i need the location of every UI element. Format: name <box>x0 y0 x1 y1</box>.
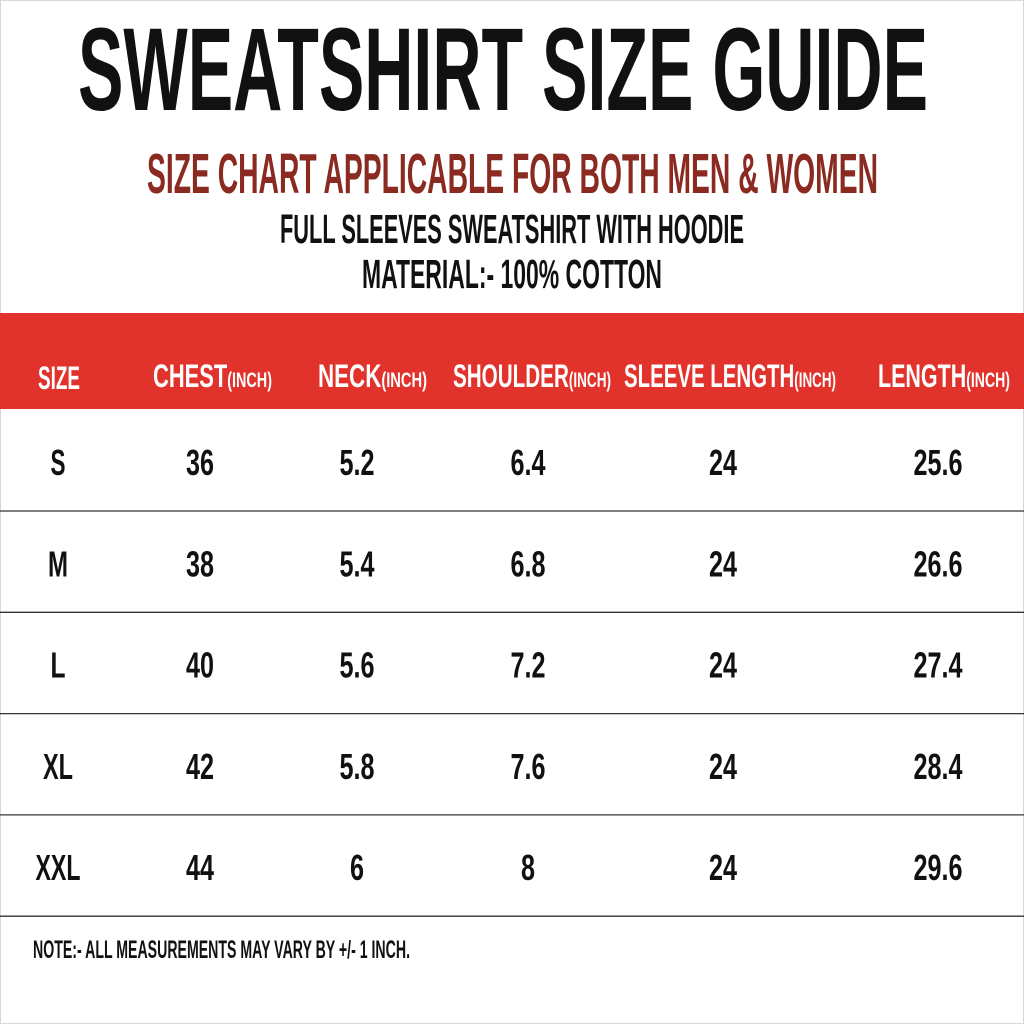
table-cell: M <box>48 543 68 584</box>
table-cell: 26.6 <box>914 543 963 584</box>
product-line: FULL SLEEVES SWEATSHIRT WITH HOODIE <box>280 206 744 252</box>
column-header-label: SLEEVE LENGTH <box>624 358 794 394</box>
table-row: L 40 5.6 7.2 24 27.4 <box>0 645 1024 715</box>
column-header-unit: (INCH) <box>794 369 836 392</box>
table-cell: 6 <box>350 847 364 888</box>
table-cell: 5.2 <box>340 442 375 483</box>
table-cell: 5.6 <box>340 645 375 686</box>
column-header-sleeve-length: SLEEVE LENGTH(INCH) <box>624 358 836 394</box>
table-row: S 36 5.2 6.4 24 25.6 <box>0 442 1024 512</box>
column-header-unit: (INCH) <box>227 369 272 392</box>
table-row: XXL 44 6 8 24 29.6 <box>0 847 1024 917</box>
table-cell: 24 <box>709 645 737 686</box>
table-cell: 7.2 <box>511 645 546 686</box>
table-cell: 25.6 <box>914 442 963 483</box>
column-header-label: SIZE <box>38 360 80 396</box>
column-header-unit: (INCH) <box>381 369 427 392</box>
table-cell: 38 <box>186 543 214 584</box>
table-row: M 38 5.4 6.8 24 26.6 <box>0 543 1024 613</box>
table-cell: 42 <box>186 746 214 787</box>
table-header-row: SIZE CHEST(INCH) NECK(INCH) SHOULDER(INCH)S… <box>38 358 1010 396</box>
table-cell: 27.4 <box>914 645 963 686</box>
table-cell: 24 <box>709 442 737 483</box>
table-cell: 7.6 <box>511 746 546 787</box>
table-cell: S <box>51 442 66 483</box>
table-cell: 6.8 <box>511 543 546 584</box>
table-cell: 5.4 <box>340 543 375 584</box>
column-header-unit: (INCH) <box>966 369 1010 392</box>
table-cell: XL <box>43 746 73 787</box>
table-cell: 40 <box>186 645 214 686</box>
table-row: XL 42 5.8 7.6 24 28.4 <box>0 746 1024 816</box>
table-cell: 8 <box>521 847 535 888</box>
table-cell: 6.4 <box>511 442 546 483</box>
footnote: NOTE:- ALL MEASUREMENTS MAY VARY BY +/- … <box>33 936 410 964</box>
table-cell: 24 <box>709 746 737 787</box>
material-line: MATERIAL:- 100% COTTON <box>362 251 662 297</box>
table-cell: 24 <box>709 847 737 888</box>
column-header-label: LENGTH <box>878 358 966 394</box>
table-cell: 36 <box>186 442 214 483</box>
column-header-label: NECK <box>318 358 381 394</box>
table-body: S 36 5.2 6.4 24 25.6 M 38 5.4 6.8 24 26.6 L 40 5.6 7.2 2… <box>0 442 1024 917</box>
table-cell: 5.8 <box>340 746 375 787</box>
table-cell: XXL <box>36 847 81 888</box>
table-header-band <box>0 313 1024 409</box>
column-header-unit: (INCH) <box>569 369 611 392</box>
table-cell: 24 <box>709 543 737 584</box>
column-header-size: SIZE <box>38 360 80 396</box>
table-cell: 44 <box>186 847 214 888</box>
column-header-chest: CHEST(INCH) <box>153 358 272 394</box>
table-cell: 28.4 <box>914 746 963 787</box>
column-header-label: CHEST <box>153 358 228 394</box>
subtitle: SIZE CHART APPLICABLE FOR BOTH MEN & WOM… <box>147 142 878 206</box>
page-title: SWEATSHIRT SIZE GUIDE <box>78 4 928 136</box>
table-cell: L <box>51 645 66 686</box>
column-header-label: SHOULDER <box>453 358 569 394</box>
table-cell: 29.6 <box>914 847 963 888</box>
column-header-length: LENGTH(INCH) <box>878 358 1010 394</box>
column-header-neck: NECK(INCH) <box>318 358 427 394</box>
column-header-shoulder: SHOULDER(INCH) <box>453 358 611 394</box>
